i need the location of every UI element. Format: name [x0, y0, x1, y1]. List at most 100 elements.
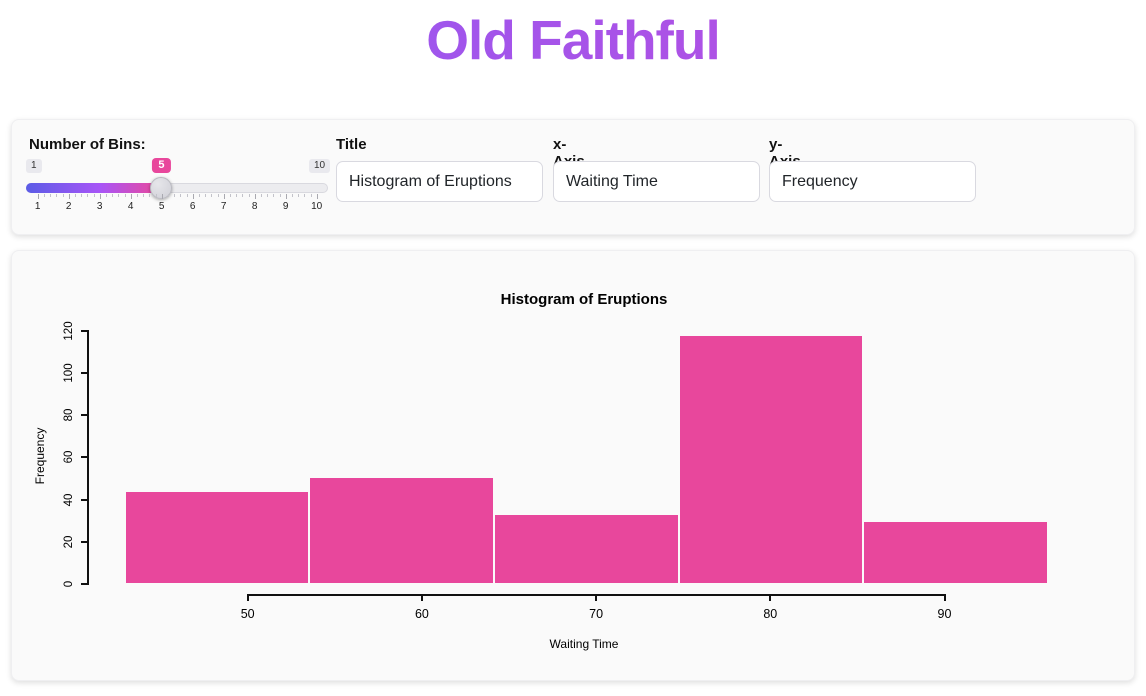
- yaxis-input[interactable]: [769, 161, 976, 202]
- slider-minor-tick: [155, 194, 157, 197]
- slider-minor-tick: [105, 194, 107, 197]
- title-input[interactable]: [336, 161, 543, 202]
- slider-minor-tick: [180, 194, 182, 197]
- slider-minor-tick: [291, 194, 293, 197]
- y-axis-title: Frequency: [33, 428, 47, 485]
- slider-tick-label: 2: [65, 201, 72, 212]
- slider-major-tick: [161, 194, 163, 199]
- slider-tick-label: 9: [282, 201, 289, 212]
- slider-minor-tick: [211, 194, 213, 197]
- controls-panel: Number of Bins: 1 10 5 1 2 3 4 5 6 7 8 9 10 Title…: [11, 119, 1135, 235]
- bins-slider-group: Number of Bins: 1 10 5 1 2 3 4 5 6 7 8 9 10: [12, 120, 1134, 234]
- x-axis-tick: [595, 594, 598, 601]
- slider-minor-tick: [112, 194, 114, 197]
- slider-fill: [26, 183, 162, 193]
- slider-minor-tick: [279, 194, 281, 197]
- y-axis-tick: [81, 540, 87, 543]
- slider-tick-label: 5: [158, 201, 165, 212]
- y-axis-tick: [81, 372, 87, 374]
- slider-minor-tick: [242, 194, 244, 197]
- x-axis-tick: [246, 594, 249, 601]
- slider-major-tick: [130, 194, 132, 199]
- slider-minor-tick: [118, 194, 120, 197]
- slider-major-tick: [37, 194, 39, 199]
- y-tick-label: 40: [63, 493, 75, 506]
- slider-tick-label: 3: [96, 201, 103, 212]
- slider-minor-tick: [149, 194, 151, 197]
- y-tick-label: 80: [63, 408, 75, 422]
- x-axis-tick: [769, 594, 772, 601]
- slider-minor-tick: [186, 194, 188, 197]
- x-tick-label: 50: [240, 607, 255, 621]
- x-axis-tick: [420, 594, 423, 601]
- x-axis-tick: [943, 594, 946, 601]
- slider-minor-tick: [267, 194, 269, 197]
- slider-minor-tick: [304, 194, 306, 197]
- slider-major-tick: [223, 194, 225, 199]
- slider-min-badge: 1: [26, 159, 42, 173]
- slider-minor-tick: [81, 194, 83, 197]
- slider-minor-tick: [310, 194, 312, 197]
- slider-minor-tick: [124, 194, 126, 197]
- x-tick-label: 60: [414, 607, 429, 621]
- histogram-bar: [679, 336, 863, 583]
- slider-tick-label: 10: [311, 201, 323, 212]
- bins-slider-label: Number of Bins:: [29, 136, 146, 153]
- y-tick-label: 100: [63, 363, 75, 383]
- slider-tick-label: 7: [220, 201, 227, 212]
- slider-minor-tick: [260, 194, 262, 197]
- x-tick-label: 70: [589, 607, 604, 621]
- slider-minor-tick: [273, 194, 275, 197]
- y-tick-label: 20: [63, 535, 75, 549]
- slider-minor-tick: [174, 194, 176, 197]
- histogram-bar: [310, 477, 494, 583]
- slider-minor-tick: [87, 194, 89, 197]
- slider-minor-tick: [136, 194, 138, 197]
- slider-major-tick: [99, 194, 101, 199]
- y-axis-tick: [81, 329, 87, 332]
- xaxis-input[interactable]: [553, 161, 760, 202]
- slider-value-badge: 5: [152, 158, 171, 173]
- x-tick-label: 80: [763, 607, 778, 621]
- chart-title: Histogram of Eruptions: [500, 291, 668, 308]
- slider-tick-label: 1: [34, 201, 41, 212]
- y-tick-label: 120: [63, 321, 75, 341]
- slider-handle[interactable]: [150, 177, 173, 199]
- y-tick-label: 60: [63, 450, 75, 464]
- y-axis-tick: [81, 498, 87, 501]
- slider-max-badge: 10: [309, 159, 331, 173]
- slider-minor-tick: [298, 194, 300, 197]
- slider-minor-tick: [74, 194, 76, 197]
- slider-minor-tick: [43, 194, 45, 197]
- x-tick-label: 90: [937, 607, 952, 621]
- y-axis-line: [87, 329, 89, 585]
- slider-major-tick: [68, 194, 70, 199]
- y-axis-tick: [81, 456, 87, 459]
- slider-major-tick: [192, 194, 194, 199]
- slider-minor-tick: [236, 194, 238, 197]
- slider-tick-label: 4: [127, 201, 134, 212]
- slider-minor-tick: [62, 194, 64, 197]
- slider-tick-label: 8: [251, 201, 258, 212]
- histogram-bar: [864, 521, 1047, 583]
- slider-minor-tick: [167, 194, 169, 197]
- chart-panel: Histogram of Eruptions 0 20 40 60 80 100 120 Fre…: [11, 250, 1135, 681]
- histogram-plot: Histogram of Eruptions 0 20 40 60 80 100 120 Fre…: [12, 251, 1134, 680]
- histogram-bar: [125, 492, 309, 583]
- slider-major-tick: [285, 194, 287, 199]
- slider-minor-tick: [50, 194, 52, 197]
- slider-major-tick: [316, 194, 318, 199]
- slider-minor-tick: [198, 194, 200, 197]
- page-title: Old Faithful: [0, 8, 1146, 72]
- slider-major-tick: [254, 194, 256, 199]
- slider-minor-tick: [217, 194, 219, 197]
- slider-minor-tick: [143, 194, 145, 197]
- y-axis-tick: [81, 583, 87, 585]
- y-tick-label: 0: [63, 580, 75, 588]
- slider-minor-tick: [56, 194, 58, 197]
- slider-minor-tick: [93, 194, 95, 197]
- slider-minor-tick: [229, 194, 231, 197]
- histogram-bar: [495, 515, 678, 583]
- slider-minor-tick: [205, 194, 207, 197]
- title-input-label: Title: [336, 136, 367, 153]
